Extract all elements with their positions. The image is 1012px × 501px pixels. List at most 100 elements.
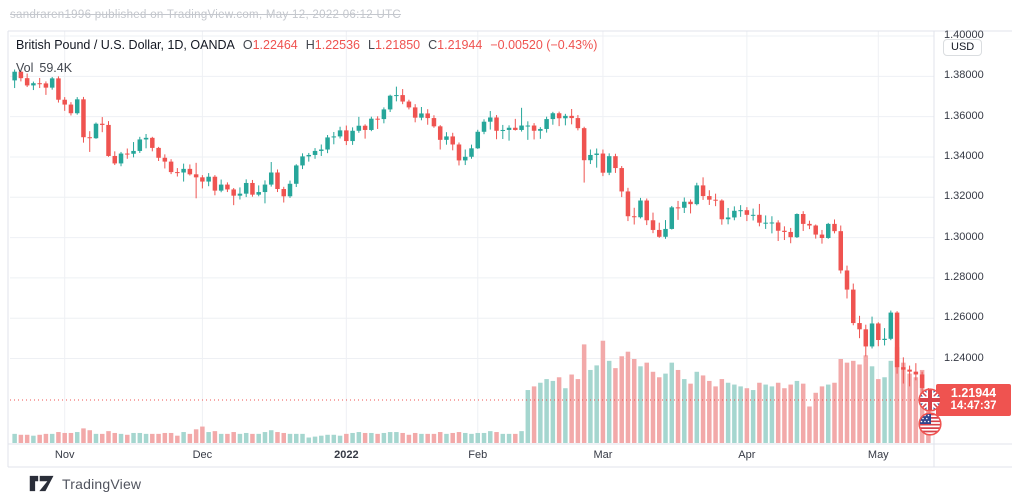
volume-bar: [713, 386, 718, 443]
volume-bar: [412, 432, 418, 443]
volume-bar: [93, 433, 99, 443]
volume-bar: [550, 380, 556, 443]
volume-bar: [675, 369, 681, 443]
volume-bar: [24, 434, 30, 443]
candle-body: [74, 99, 80, 114]
candle-body: [287, 183, 293, 197]
candle-body: [431, 118, 437, 127]
volume-bar: [732, 384, 737, 443]
candle-body: [732, 210, 737, 218]
volume-bar: [719, 379, 725, 443]
volume-bar: [243, 432, 249, 443]
volume-bar: [763, 384, 768, 443]
volume-bar: [851, 360, 856, 443]
volume-bar: [319, 435, 324, 443]
candle-body: [450, 136, 455, 145]
volume-bar: [569, 374, 574, 443]
volume-bar: [37, 434, 42, 443]
candle-body: [650, 220, 656, 230]
candle-body: [901, 367, 906, 370]
candle-body: [769, 222, 775, 224]
volume-bar: [869, 366, 875, 443]
candle-body: [581, 128, 587, 161]
last-price-label: 1.21944 14:47:37: [936, 383, 1011, 416]
symbol-legend[interactable]: British Pound / U.S. Dollar, 1D, OANDA O…: [16, 38, 597, 52]
volume-bar: [456, 432, 462, 443]
volume-bar: [581, 344, 587, 443]
volume-bar: [437, 432, 443, 443]
candle-body: [794, 214, 800, 238]
volume-bar: [531, 386, 537, 443]
candle-body: [594, 153, 599, 155]
volume-bar: [775, 382, 781, 443]
candle-body: [869, 323, 875, 347]
volume-bar: [206, 432, 211, 443]
candle-body: [525, 125, 531, 127]
candle-body: [344, 130, 349, 142]
symbol-title[interactable]: British Pound / U.S. Dollar, 1D, OANDA: [16, 38, 235, 52]
volume-bar: [168, 432, 174, 443]
candle-body: [819, 234, 825, 239]
volume-label: Vol: [16, 61, 34, 75]
candle-body: [181, 168, 186, 173]
volume-bar: [212, 431, 218, 443]
volume-bar: [99, 433, 105, 443]
ohlc-open: O 1.22464: [242, 38, 298, 52]
volume-bar: [74, 432, 80, 443]
candle-body: [631, 216, 637, 218]
volume-bar: [131, 432, 136, 443]
candle-body: [488, 117, 493, 122]
candle-body: [481, 121, 487, 132]
currency-unit-badge[interactable]: USD: [943, 39, 983, 56]
candle-body: [857, 323, 862, 330]
candle-body: [863, 329, 869, 347]
volume-bar: [268, 430, 274, 443]
candle-body: [306, 154, 312, 157]
candle-body: [725, 217, 731, 220]
volume-bar: [782, 388, 787, 443]
candle-body: [519, 125, 524, 130]
candle-body: [750, 214, 756, 216]
candle-body: [663, 228, 668, 237]
candle-body: [375, 118, 380, 120]
candle-body: [700, 185, 706, 197]
volume-bar: [12, 433, 17, 443]
volume-bar: [225, 433, 230, 443]
volume-bar: [876, 379, 881, 443]
tradingview-footer[interactable]: TradingView: [29, 475, 141, 492]
candle-body: [713, 199, 718, 201]
volume-bar: [556, 377, 562, 443]
volume-bar: [525, 390, 531, 443]
pair-logos: [918, 388, 942, 436]
candle-body: [187, 168, 193, 175]
volume-bar: [694, 371, 700, 443]
candle-body: [688, 201, 693, 205]
candle-body: [813, 225, 818, 235]
candle-body: [832, 223, 837, 232]
candle-body: [613, 156, 618, 169]
candle-body: [43, 83, 49, 88]
candle-body: [563, 115, 568, 119]
change-value: −0.00520 (−0.43%): [490, 38, 598, 52]
volume-bar: [563, 388, 568, 443]
volume-bar: [638, 366, 643, 443]
volume-bar: [807, 406, 812, 443]
candle-body: [162, 157, 168, 162]
candle-body: [882, 338, 887, 340]
candle-body: [462, 156, 468, 161]
candle-body: [406, 101, 412, 108]
candle-body: [544, 119, 549, 129]
volume-bar: [118, 433, 124, 443]
candle-body: [657, 229, 662, 237]
candle-body: [412, 107, 418, 118]
volume-bar: [894, 347, 900, 443]
volume-bar: [788, 384, 793, 443]
volume-bar: [462, 432, 468, 443]
volume-bar: [901, 362, 906, 443]
volume-bar: [181, 432, 186, 443]
candle-body: [231, 189, 236, 196]
candle-body: [669, 207, 675, 229]
volume-bar: [375, 433, 380, 443]
volume-bar: [312, 436, 318, 443]
